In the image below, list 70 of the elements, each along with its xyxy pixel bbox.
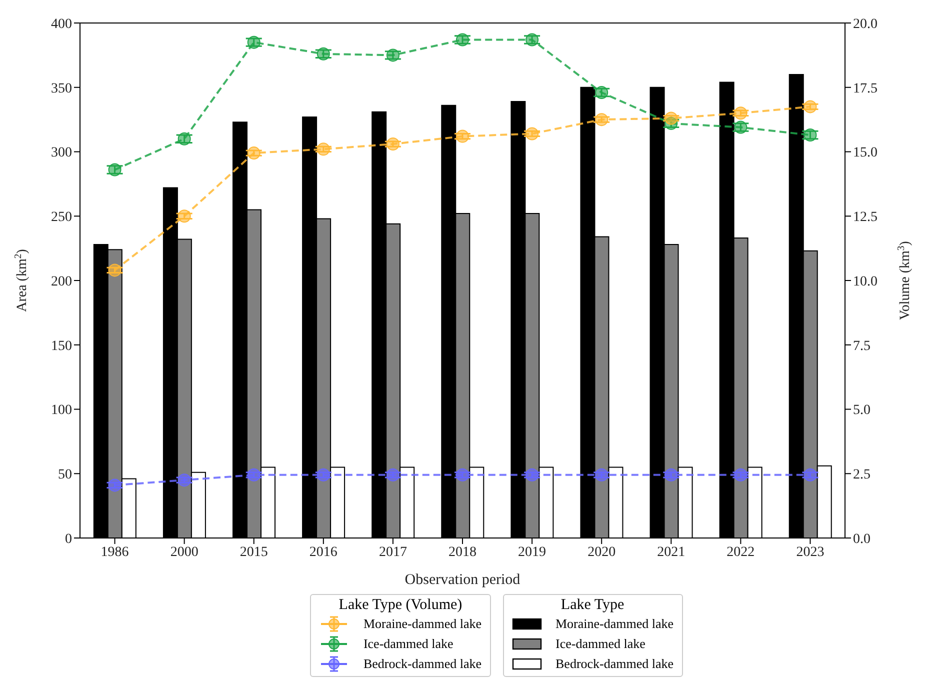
legend-label: Ice-dammed lake xyxy=(556,636,646,652)
y-tick-label: 400 xyxy=(51,16,72,32)
point xyxy=(178,210,191,223)
point xyxy=(595,113,608,126)
point xyxy=(178,474,191,487)
text: Lake Type (Volume) xyxy=(338,597,462,613)
y2-tick-label: 0.0 xyxy=(853,532,870,547)
y-tick-label: 100 xyxy=(51,403,72,418)
y2-tick-label: 20.0 xyxy=(853,16,878,32)
point xyxy=(595,468,608,482)
y2-tick-label: 10.0 xyxy=(853,274,878,290)
point xyxy=(664,112,678,125)
y-tick-label: 300 xyxy=(51,146,72,161)
point xyxy=(526,33,539,46)
x-tick-label: 2022 xyxy=(726,544,755,560)
y-tick-label: 50 xyxy=(58,468,72,483)
point xyxy=(386,48,400,62)
point xyxy=(316,47,330,60)
x-tick-label: 1986 xyxy=(100,544,129,560)
point xyxy=(456,33,469,46)
point xyxy=(316,468,330,482)
y-tick-label: 250 xyxy=(51,210,72,226)
point xyxy=(386,468,400,482)
legend-label: Moraine-dammed lake xyxy=(556,616,674,632)
point xyxy=(386,138,400,151)
x-tick-label: 2021 xyxy=(657,544,686,560)
y2-tick-label: 12.5 xyxy=(853,210,878,226)
point xyxy=(247,468,260,482)
point xyxy=(456,130,469,143)
x-tick-label: 2019 xyxy=(518,544,546,560)
x-tick-label: 2018 xyxy=(448,544,476,560)
point xyxy=(595,86,608,100)
x-tick-label: 2000 xyxy=(170,544,198,560)
x-axis-title: Observation period xyxy=(404,572,521,588)
y2-tick-label: 15.0 xyxy=(853,146,878,161)
point xyxy=(108,478,122,492)
point xyxy=(247,36,260,49)
point xyxy=(526,127,539,140)
point xyxy=(734,120,748,134)
text: Lake Type xyxy=(560,597,624,613)
x-tick-label: 2017 xyxy=(378,544,407,560)
y2-tick-label: 7.5 xyxy=(853,338,870,354)
point xyxy=(108,163,122,176)
point xyxy=(664,468,678,482)
y-tick-label: 200 xyxy=(51,274,72,290)
legend-label: Bedrock-dammed lake xyxy=(363,656,482,672)
point xyxy=(804,468,817,482)
point xyxy=(247,146,260,160)
x-tick-label: 2020 xyxy=(588,544,616,560)
y-tick-label: 150 xyxy=(51,338,72,354)
point xyxy=(456,468,469,482)
legend-label: Bedrock-dammed lake xyxy=(556,656,674,672)
point xyxy=(734,106,748,120)
point xyxy=(804,128,817,142)
y-tick-label: 0 xyxy=(65,532,72,547)
point xyxy=(316,142,330,156)
legend-label: Ice-dammed lake xyxy=(363,636,454,652)
point xyxy=(108,264,122,277)
y2-tick-label: 2.5 xyxy=(853,468,870,483)
point xyxy=(526,468,539,482)
point xyxy=(804,100,817,114)
x-tick-label: 2015 xyxy=(240,544,268,560)
y2-tick-label: 5.0 xyxy=(853,403,870,418)
y-tick-label: 350 xyxy=(51,81,72,96)
x-tick-label: 2016 xyxy=(309,544,338,560)
point xyxy=(178,132,191,146)
point xyxy=(734,468,748,482)
legend-label: Moraine-dammed lake xyxy=(363,616,482,632)
x-tick-label: 2023 xyxy=(796,544,824,560)
y2-tick-label: 17.5 xyxy=(853,81,878,96)
